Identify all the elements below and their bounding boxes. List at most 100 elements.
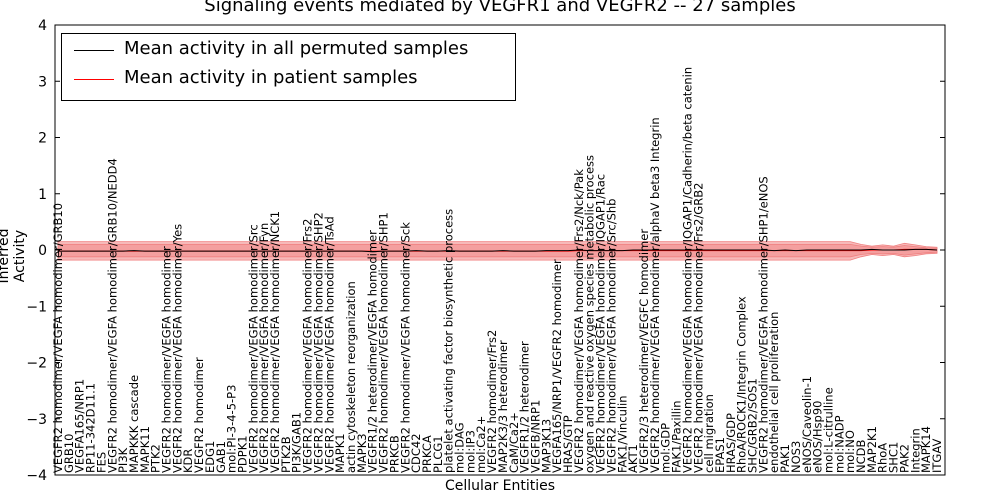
category-label: NOS3 xyxy=(789,441,803,473)
category-label: mol:GDP xyxy=(659,423,673,473)
category-label: EPAS1 xyxy=(713,437,727,473)
category-label: EDG1 xyxy=(203,441,217,473)
category-label: platelet activating factor biosynthetic … xyxy=(442,209,456,473)
category-label: MAP2K1 xyxy=(865,426,879,473)
category-label: PRKCA xyxy=(420,435,434,473)
category-label: mol:NADP xyxy=(832,415,846,473)
category-label: mol:L-citrulline xyxy=(821,387,835,473)
category-label: VEGFR2 homodimer/VEGFA homodimer/Src xyxy=(246,224,260,473)
category-label: FAK1/Paxillin xyxy=(670,401,684,474)
category-label: eNOS/Hsp90 xyxy=(811,401,825,473)
category-labels: VEGFR2 homodimer/VEGFA homodimer/GRB10GR… xyxy=(51,67,944,473)
category-label: actin cytoskeleton reorganization xyxy=(344,281,358,473)
y-tick-label: 2 xyxy=(38,131,47,147)
category-label: VEGFR2/3 heterodimer/VEGFC homodimer xyxy=(637,229,651,473)
category-label: cell migration xyxy=(702,394,716,473)
category-label: mol:Ca2+ xyxy=(474,416,488,473)
category-label: CaM/Ca2+ xyxy=(507,412,521,473)
category-label: AKT1 xyxy=(626,444,640,473)
category-label: VEGFR2 homodimer/VEGFA homodimer/SHP1/eN… xyxy=(756,176,770,473)
category-label: VEGFR2 homodimer/VEGFA homodimer/Fyn xyxy=(257,223,271,473)
category-label: VEGFR2 homodimer/VEGFA homodimer/GRB10/N… xyxy=(105,158,119,473)
category-label: PLCG1 xyxy=(431,435,445,473)
legend: Mean activity in all permuted samples Me… xyxy=(61,33,516,101)
category-label: GRB10 xyxy=(62,434,76,473)
category-label: ITGAV xyxy=(930,439,944,473)
category-label: VEGFR2 homodimer/VEGFA homodimer/IQGAP1/… xyxy=(594,174,608,473)
category-label: mol:DAG xyxy=(453,422,467,473)
category-label: SHC1 xyxy=(887,442,901,473)
category-label: VEGFR2 homodimer/VEGFA homodimer/SHP1 xyxy=(377,212,391,473)
y-tick-label: 1 xyxy=(38,187,47,203)
category-label: VEGFR2 homodimer/Frs2 xyxy=(485,330,499,473)
y-tick-label: 4 xyxy=(38,18,47,34)
category-label: VEGFA165/NRP1/VEGFR2 homodimer xyxy=(550,259,564,473)
category-label: HRAS/GTP xyxy=(561,415,575,473)
category-label: HRAS/GDP xyxy=(724,413,738,473)
category-label: VEGFB/NRP1 xyxy=(528,400,542,473)
category-label: GAB1 xyxy=(214,441,228,473)
category-label: mol:NO xyxy=(843,430,857,473)
category-label: PAK2 xyxy=(897,444,911,473)
category-label: VEGFR2 homodimer/VEGFA homodimer/TsAd xyxy=(322,216,336,473)
category-label: endothelial cell proliferation xyxy=(767,312,781,473)
plot-frame xyxy=(54,24,946,476)
y-tick-label: 3 xyxy=(38,74,47,90)
category-label: VEGFR2 homodimer/VEGFA homodimer/GRB10 xyxy=(51,203,65,473)
category-label: KDR xyxy=(181,449,195,473)
category-label: MAP3K13 xyxy=(539,419,553,473)
category-label: PTK2B xyxy=(279,436,293,473)
category-label: oxygen and reactive oxygen species metab… xyxy=(583,155,597,473)
category-label: VEGFR2 homodimer/VEGFA homodimer/alphaV … xyxy=(648,117,662,473)
y-tick-label: −1 xyxy=(26,299,47,315)
category-label: VEGFR2 homodimer/VEGFA homodimer/NCK1 xyxy=(268,211,282,473)
category-label: VEGFA165/NRP1 xyxy=(73,379,87,473)
category-label: VEGFR2 homodimer/VEGFA homodimer/Src/Shb xyxy=(604,199,618,473)
y-tick-label: −4 xyxy=(26,468,47,484)
category-label: FES xyxy=(94,452,108,473)
category-label: VEGFR2 homodimer/VEGFA homodimer/Sck xyxy=(398,222,412,473)
category-label: NCDB xyxy=(854,440,868,473)
category-label: VEGFR2 homodimer/VEGFA homodimer/IQGAP1/… xyxy=(680,67,694,473)
category-label: eNOS/Caveolin-1 xyxy=(800,376,814,473)
y-tick-label: −2 xyxy=(26,356,47,372)
y-tick-label: 0 xyxy=(38,243,47,259)
category-label: mol:PI-3-4-5-P3 xyxy=(225,385,239,473)
category-label: MAPK11 xyxy=(138,426,152,473)
category-label: VEGFR1/2 heterodimer xyxy=(518,341,532,473)
legend-line-permuted xyxy=(74,50,114,51)
y-axis-label: Inferred Activity xyxy=(0,228,28,284)
category-label: VEGFR2 homodimer/VEGFA homodimer xyxy=(160,246,174,473)
category-label: PRKCB xyxy=(387,435,401,473)
series-line-permuted xyxy=(58,248,938,253)
category-label: RhoA/ROCK1/Integrin Complex xyxy=(735,296,749,473)
category-label: PTK2 xyxy=(149,444,163,473)
y-tick-label: −3 xyxy=(26,412,47,428)
category-label: VEGFR1/2 heterodimer/VEGFA homodimer xyxy=(366,230,380,473)
category-label: VEGFR2 homodimer/VEGFA homodimer/Frs2/Nc… xyxy=(572,169,586,473)
legend-label-patient: Mean activity in patient samples xyxy=(124,67,418,88)
category-label: SHC/GRB2/SOS1 xyxy=(746,378,760,473)
chart-title: Signaling events mediated by VEGFR1 and … xyxy=(204,0,796,16)
category-label: VEGFR2 homodimer/VEGFA homodimer/Frs2/GR… xyxy=(691,183,705,473)
category-label: CDC42 xyxy=(409,433,423,473)
category-label: mol:IP3 xyxy=(463,430,477,473)
category-label: MAPK1 xyxy=(333,433,347,473)
category-label: MAPK3 xyxy=(355,433,369,473)
category-label: Integrin xyxy=(908,428,922,473)
category-label: VEGFR2 homodimer/VEGFA homodimer/SHP2 xyxy=(311,212,325,473)
category-label: PDPK1 xyxy=(235,435,249,473)
legend-label-permuted: Mean activity in all permuted samples xyxy=(124,38,469,59)
category-label: RhoA xyxy=(876,443,890,473)
category-label: PI3K xyxy=(116,447,130,473)
category-label: MAPK14 xyxy=(919,426,933,473)
category-label: MAPKKK cascade xyxy=(127,375,141,473)
series-lines xyxy=(58,248,938,253)
category-label: PI3K/GAB1 xyxy=(290,412,304,473)
category-label: RP11-342D11.1 xyxy=(84,383,98,473)
category-label: MAP2K3/3 heterodimer xyxy=(496,340,510,473)
category-label: VEGFR2 homodimer/VEGFA homodimer/Frs2 xyxy=(301,219,315,473)
legend-line-patient xyxy=(74,79,114,80)
category-label: VEGFR2 homodimer xyxy=(192,357,206,473)
x-axis-label: Cellular Entities xyxy=(444,478,556,494)
